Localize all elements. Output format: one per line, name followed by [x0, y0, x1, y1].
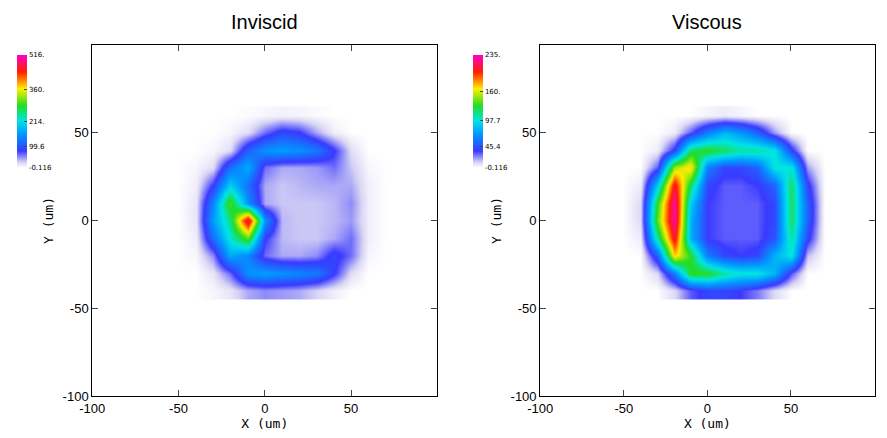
svg-text:-100: -100: [63, 389, 89, 404]
svg-text:-50: -50: [169, 401, 188, 416]
svg-text:Y (um): Y (um): [489, 197, 504, 244]
svg-text:50: 50: [784, 401, 798, 416]
svg-text:-100: -100: [527, 401, 553, 416]
svg-text:214.: 214.: [29, 118, 45, 126]
svg-text:Inviscid: Inviscid: [231, 11, 298, 33]
svg-text:-50: -50: [70, 301, 89, 316]
svg-text:-0.116: -0.116: [485, 164, 508, 172]
svg-text:160.: 160.: [485, 88, 501, 96]
svg-text:99.6: 99.6: [29, 143, 45, 151]
svg-text:0: 0: [261, 401, 268, 416]
svg-text:-100: -100: [79, 401, 105, 416]
svg-text:0: 0: [81, 213, 88, 228]
svg-text:-50: -50: [614, 401, 633, 416]
svg-text:45.4: 45.4: [485, 143, 501, 151]
svg-text:235.: 235.: [485, 51, 501, 59]
svg-text:50: 50: [74, 125, 88, 140]
svg-text:0: 0: [529, 213, 536, 228]
svg-text:X (um): X (um): [684, 416, 731, 431]
svg-text:516.: 516.: [29, 51, 45, 59]
svg-text:Viscous: Viscous: [672, 11, 742, 33]
svg-text:50: 50: [344, 401, 358, 416]
svg-text:97.7: 97.7: [485, 117, 501, 125]
svg-text:-100: -100: [511, 389, 537, 404]
svg-text:X (um): X (um): [241, 416, 288, 431]
svg-text:-50: -50: [518, 301, 537, 316]
svg-text:360.: 360.: [29, 86, 45, 94]
svg-text:Y (um): Y (um): [41, 197, 56, 244]
svg-text:0: 0: [704, 401, 711, 416]
svg-text:-0.116: -0.116: [29, 164, 52, 172]
svg-text:50: 50: [522, 125, 536, 140]
